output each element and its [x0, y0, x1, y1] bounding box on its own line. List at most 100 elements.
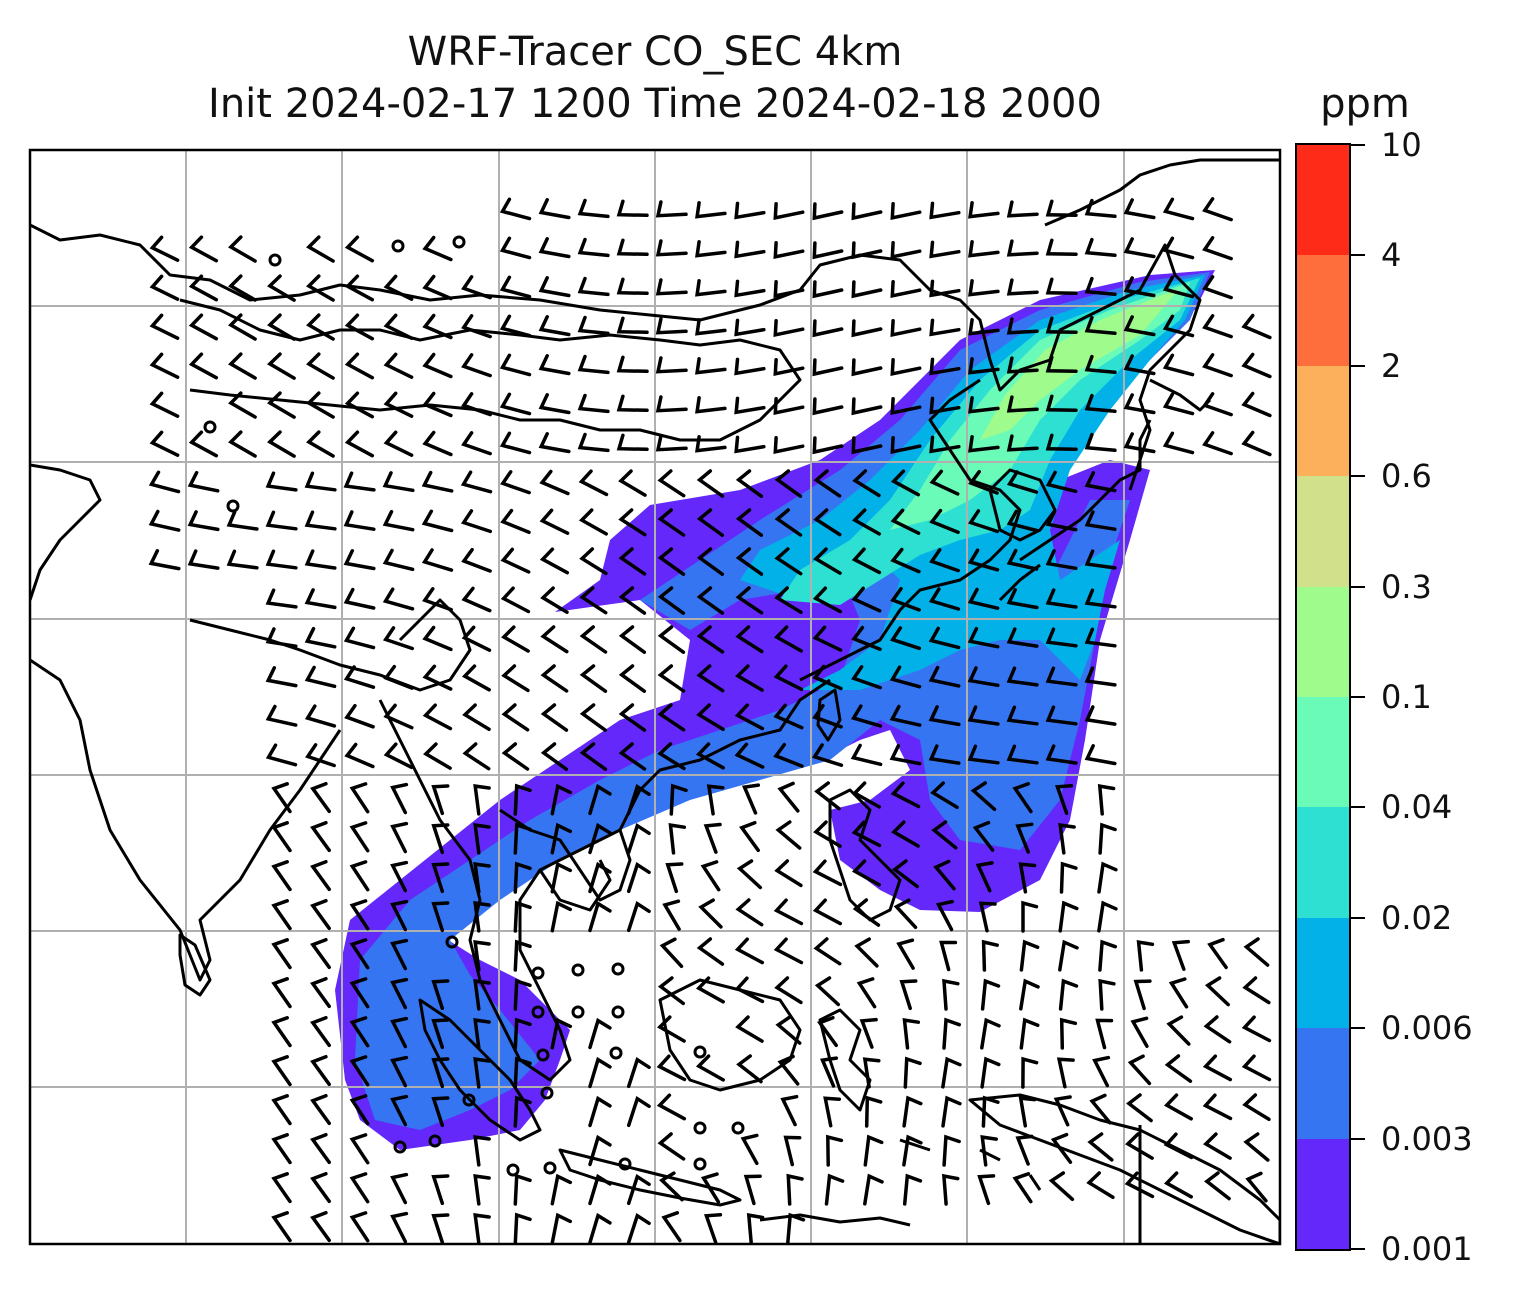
wind-barb	[1171, 939, 1190, 971]
wind-barb	[422, 352, 453, 379]
wind-barb	[513, 822, 532, 855]
colorbar-tick-label: 0.6	[1381, 457, 1432, 496]
wind-barb	[149, 352, 180, 379]
wind-barb	[929, 548, 960, 573]
wind-barb	[1098, 978, 1116, 1011]
wind-barb	[1084, 471, 1117, 493]
wind-barb	[271, 821, 292, 853]
wind-barb	[1084, 588, 1117, 609]
wind-barb	[1006, 239, 1039, 257]
wind-barb	[735, 625, 764, 654]
wind-barb	[500, 470, 531, 495]
wind-barb	[819, 1056, 839, 1088]
wind-barb	[383, 274, 414, 301]
wind-barb	[539, 508, 570, 535]
wind-barb	[578, 469, 609, 497]
wind-barb	[310, 937, 331, 970]
wind-barb	[740, 1133, 759, 1166]
wind-barb	[735, 547, 764, 576]
wind-barb	[890, 436, 922, 454]
wind-barb	[967, 666, 1000, 688]
wind-barb	[1021, 900, 1039, 933]
wind-barb	[187, 510, 220, 532]
wind-barb	[1045, 238, 1078, 256]
wind-barb	[306, 235, 335, 263]
wind-barb	[696, 937, 725, 966]
wind-barb	[422, 313, 453, 340]
wind-barb	[265, 743, 298, 767]
wind-barb	[618, 742, 647, 771]
calm-wind-circle	[506, 1163, 520, 1177]
wind-barb	[851, 358, 883, 377]
wind-barb	[390, 782, 409, 815]
wind-barb	[1045, 316, 1078, 334]
wind-barb	[1163, 1171, 1193, 1199]
wind-barb	[149, 274, 180, 301]
calm-wind-circle	[393, 1140, 407, 1154]
wind-barb	[1126, 1093, 1153, 1123]
wind-barb	[383, 391, 414, 418]
wind-barb	[774, 976, 803, 1005]
wind-barb	[577, 237, 610, 258]
wind-barb	[473, 940, 491, 972]
wind-barb	[734, 357, 766, 376]
wind-barb	[695, 318, 727, 336]
wind-barb	[304, 549, 337, 570]
wind-barb	[1124, 1171, 1155, 1199]
wind-barb	[777, 781, 800, 813]
wind-barb	[550, 783, 573, 816]
wind-barb	[540, 742, 569, 771]
wind-barb	[310, 1132, 331, 1165]
wind-barb	[431, 1174, 450, 1206]
wind-barb	[1058, 939, 1079, 972]
wind-barb	[310, 781, 331, 814]
wind-barb	[431, 1057, 450, 1089]
wind-barb	[473, 1174, 491, 1206]
wind-barb	[626, 1056, 651, 1089]
wind-barb	[149, 313, 180, 340]
wind-barb	[1136, 940, 1155, 972]
wind-barb	[577, 354, 610, 375]
wind-barb	[851, 625, 882, 651]
wind-barb	[461, 314, 492, 339]
wind-barb	[773, 664, 804, 692]
island-java	[558, 1148, 742, 1207]
wind-barb	[626, 1212, 651, 1244]
wind-barb	[618, 547, 647, 576]
island-sumatra	[418, 998, 542, 1142]
wind-barb	[460, 509, 493, 534]
wind-barb	[1125, 1132, 1154, 1160]
wind-barb	[422, 587, 453, 612]
wind-barb	[657, 703, 686, 732]
calm-wind-circle	[452, 235, 466, 249]
wind-barb	[1097, 900, 1118, 933]
wind-barb	[655, 356, 688, 374]
wind-barb	[1097, 783, 1116, 816]
wind-barb	[271, 1172, 292, 1204]
wind-barb	[931, 820, 958, 850]
wind-barb	[343, 549, 376, 571]
wind-barb	[310, 1054, 331, 1087]
wind-barb	[657, 547, 686, 576]
wind-barb	[149, 235, 180, 262]
wind-barb	[461, 547, 492, 573]
wind-barb	[618, 625, 647, 654]
wind-barb	[668, 823, 687, 855]
wind-barb	[968, 469, 999, 495]
wind-barb	[1084, 744, 1117, 766]
wind-barb	[657, 742, 686, 771]
colorbar-tick-label: 4	[1381, 236, 1402, 275]
wind-barb	[696, 469, 725, 498]
wind-barb	[431, 979, 450, 1011]
wind-barb	[343, 471, 376, 492]
wind-barb	[1241, 430, 1272, 457]
wind-barb	[1123, 276, 1156, 298]
wind-barb	[431, 862, 450, 894]
wind-barb	[1130, 1016, 1149, 1048]
wind-barb	[616, 316, 649, 335]
wind-barb	[813, 469, 842, 498]
wind-barb	[383, 742, 414, 770]
wind-barb	[657, 586, 686, 615]
wind-barb	[1204, 976, 1230, 1007]
